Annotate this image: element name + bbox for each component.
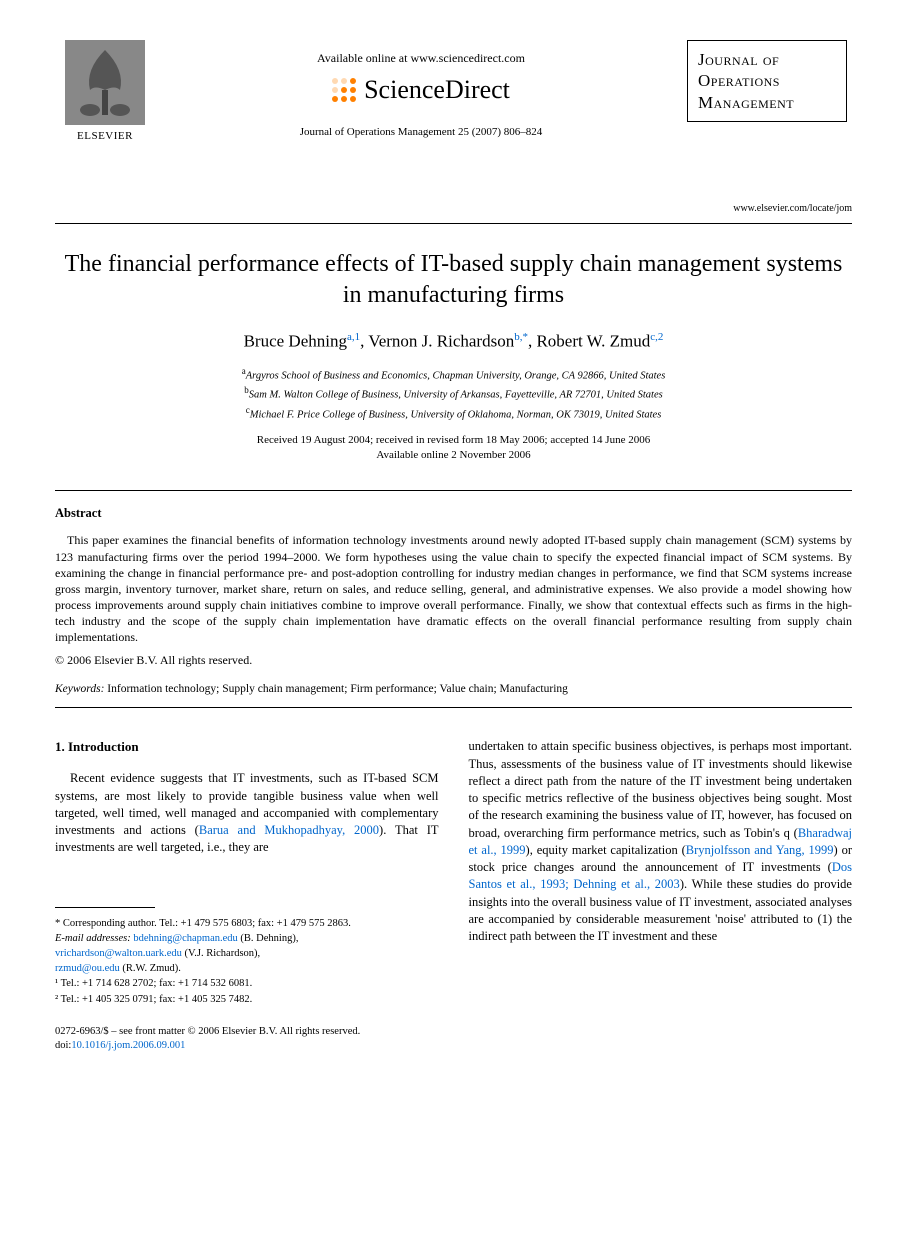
- affiliations: aArgyros School of Business and Economic…: [55, 365, 852, 423]
- footnote-separator: [55, 907, 155, 908]
- author-list: Bruce Dehninga,1, Vernon J. Richardsonb,…: [55, 330, 852, 354]
- sciencedirect-dots-icon: [332, 78, 356, 102]
- email-3[interactable]: rzmud@ou.edu: [55, 963, 120, 974]
- body-columns: 1. Introduction Recent evidence suggests…: [55, 738, 852, 1007]
- article-dates: Received 19 August 2004; received in rev…: [55, 433, 852, 463]
- corresponding-author-note: * Corresponding author. Tel.: +1 479 575…: [55, 916, 439, 931]
- journal-url: www.elsevier.com/locate/jom: [687, 202, 852, 216]
- journal-name-line2: Operations: [698, 70, 836, 91]
- journal-name-line1: Journal of: [698, 49, 836, 70]
- divider-top: [55, 490, 852, 491]
- email-1-who: (B. Dehning),: [238, 933, 299, 944]
- intro-para-1: Recent evidence suggests that IT investm…: [55, 770, 439, 856]
- publisher-logo-block: ELSEVIER: [55, 40, 155, 144]
- footnotes-block: * Corresponding author. Tel.: +1 479 575…: [55, 916, 439, 1007]
- sciencedirect-logo: ScienceDirect: [155, 72, 687, 107]
- available-online-text: Available online at www.sciencedirect.co…: [155, 50, 687, 66]
- footnote-1: ¹ Tel.: +1 714 628 2702; fax: +1 714 532…: [55, 976, 439, 991]
- col2-text-pre: undertaken to attain specific business o…: [469, 739, 853, 839]
- intro-para-continued: undertaken to attain specific business o…: [469, 738, 853, 945]
- email-2-who: (V.J. Richardson),: [182, 948, 260, 959]
- author-2: Vernon J. Richardson: [368, 331, 514, 350]
- author-3: Robert W. Zmud: [536, 331, 650, 350]
- author-1-sup: a,1: [347, 331, 360, 343]
- doi-link[interactable]: 10.1016/j.jom.2006.09.001: [71, 1040, 185, 1051]
- abstract-heading: Abstract: [55, 505, 852, 522]
- elsevier-tree-icon: [65, 40, 145, 125]
- email-2[interactable]: vrichardson@walton.uark.edu: [55, 948, 182, 959]
- affiliation-a: Argyros School of Business and Economics…: [246, 371, 666, 382]
- col2-text-mid1: ), equity market capitalization (: [526, 843, 686, 857]
- abstract-text: This paper examines the financial benefi…: [55, 532, 852, 645]
- header-center: Available online at www.sciencedirect.co…: [155, 40, 687, 140]
- footer-info: 0272-6963/$ – see front matter © 2006 El…: [55, 1025, 852, 1053]
- journal-box-wrapper: Journal of Operations Management www.els…: [687, 40, 852, 215]
- article-title: The financial performance effects of IT-…: [55, 249, 852, 311]
- received-date: Received 19 August 2004; received in rev…: [55, 433, 852, 448]
- author-2-sup: b,*: [514, 331, 528, 343]
- divider-bottom: [55, 707, 852, 708]
- publisher-name: ELSEVIER: [55, 129, 155, 144]
- journal-name-line3: Management: [698, 92, 836, 113]
- email-1[interactable]: bdehning@chapman.edu: [133, 933, 237, 944]
- email-label: E-mail addresses:: [55, 933, 131, 944]
- column-left: 1. Introduction Recent evidence suggests…: [55, 738, 439, 1007]
- email-3-who: (R.W. Zmud).: [120, 963, 181, 974]
- available-date: Available online 2 November 2006: [55, 448, 852, 463]
- header-banner: ELSEVIER Available online at www.science…: [55, 40, 852, 224]
- footnote-2: ² Tel.: +1 405 325 0791; fax: +1 405 325…: [55, 992, 439, 1007]
- affiliation-b: Sam M. Walton College of Business, Unive…: [249, 390, 663, 401]
- abstract-copyright: © 2006 Elsevier B.V. All rights reserved…: [55, 652, 852, 668]
- section-1-heading: 1. Introduction: [55, 738, 439, 756]
- citation-barua[interactable]: Barua and Mukhopadhyay, 2000: [199, 823, 379, 837]
- column-right: undertaken to attain specific business o…: [469, 738, 853, 1007]
- author-1: Bruce Dehning: [244, 331, 347, 350]
- affiliation-c: Michael F. Price College of Business, Un…: [250, 409, 662, 420]
- citation-brynjolfsson[interactable]: Brynjolfsson and Yang, 1999: [686, 843, 834, 857]
- journal-name-box: Journal of Operations Management: [687, 40, 847, 122]
- front-matter-text: 0272-6963/$ – see front matter © 2006 El…: [55, 1025, 852, 1039]
- keywords-label: Keywords:: [55, 683, 104, 695]
- journal-reference: Journal of Operations Management 25 (200…: [155, 125, 687, 140]
- doi-label: doi:: [55, 1040, 71, 1051]
- author-3-sup: c,2: [650, 331, 663, 343]
- keywords-line: Keywords: Information technology; Supply…: [55, 682, 852, 698]
- sciencedirect-label: ScienceDirect: [364, 72, 510, 107]
- email-line: E-mail addresses: bdehning@chapman.edu (…: [55, 931, 439, 946]
- keywords-text: Information technology; Supply chain man…: [107, 683, 568, 695]
